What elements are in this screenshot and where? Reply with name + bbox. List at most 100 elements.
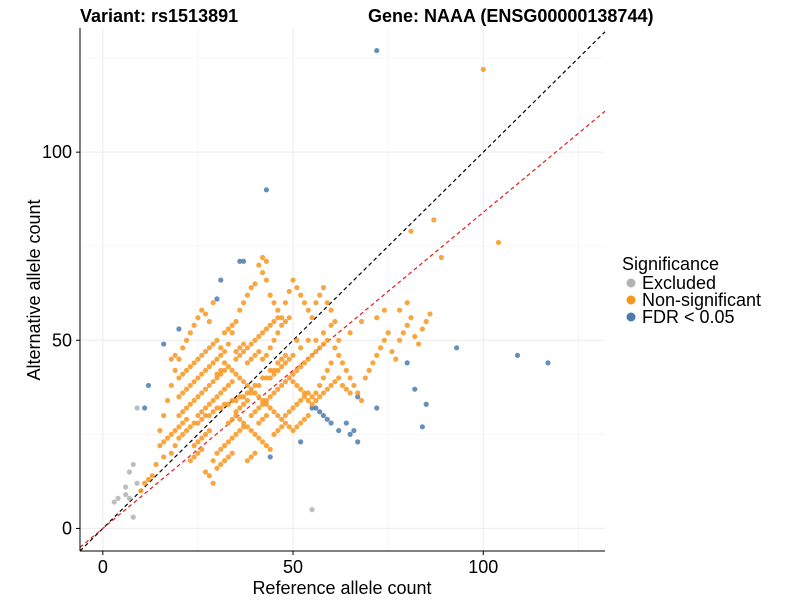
data-point-non-significant bbox=[336, 352, 342, 358]
data-point-non-significant bbox=[438, 254, 445, 261]
data-point-non-significant bbox=[260, 269, 266, 276]
data-point-non-significant bbox=[244, 382, 250, 389]
data-point-non-significant bbox=[206, 412, 212, 419]
data-point-non-significant bbox=[427, 311, 433, 317]
data-point-non-significant bbox=[225, 454, 231, 460]
data-point-excluded bbox=[126, 495, 133, 501]
data-point-non-significant bbox=[412, 333, 418, 340]
data-point-non-significant bbox=[225, 420, 231, 426]
data-point-non-significant bbox=[275, 360, 281, 366]
data-point-non-significant bbox=[381, 307, 387, 313]
data-point-non-significant bbox=[260, 397, 266, 404]
data-point-non-significant bbox=[324, 386, 330, 392]
data-point-excluded bbox=[130, 461, 136, 468]
data-point-non-significant bbox=[252, 352, 258, 358]
data-point-non-significant bbox=[279, 315, 285, 321]
data-point-non-significant bbox=[168, 356, 174, 362]
data-point-non-significant bbox=[374, 315, 380, 321]
data-point-non-significant bbox=[301, 416, 308, 422]
data-point-excluded bbox=[111, 499, 117, 505]
data-point-non-significant bbox=[286, 288, 292, 294]
data-point-non-significant bbox=[313, 397, 319, 404]
data-point-non-significant bbox=[218, 345, 224, 351]
data-point-non-significant bbox=[415, 341, 422, 347]
data-point-non-significant bbox=[210, 397, 216, 404]
data-point-non-significant bbox=[301, 360, 308, 366]
data-point-non-significant bbox=[199, 390, 205, 396]
data-point-non-significant bbox=[332, 318, 338, 325]
data-point-fdr-0-05 bbox=[142, 405, 148, 411]
data-point-non-significant bbox=[347, 330, 353, 336]
data-point-non-significant bbox=[294, 337, 300, 343]
data-point-non-significant bbox=[279, 364, 285, 370]
data-point-non-significant bbox=[240, 341, 247, 347]
data-point-non-significant bbox=[263, 326, 270, 332]
data-point-non-significant bbox=[393, 356, 399, 362]
data-point-non-significant bbox=[256, 348, 262, 355]
data-point-non-significant bbox=[221, 458, 228, 464]
data-point-fdr-0-05 bbox=[454, 345, 460, 351]
data-point-non-significant bbox=[210, 458, 216, 464]
data-point-non-significant bbox=[225, 401, 231, 407]
data-point-non-significant bbox=[210, 409, 216, 415]
data-point-non-significant bbox=[210, 379, 216, 385]
data-point-non-significant bbox=[260, 416, 266, 422]
data-point-non-significant bbox=[328, 382, 334, 389]
legend: Significance ExcludedNon-significantFDR … bbox=[622, 254, 761, 327]
data-point-non-significant bbox=[320, 341, 327, 347]
data-point-fdr-0-05 bbox=[214, 296, 220, 302]
data-point-non-significant bbox=[206, 318, 212, 325]
data-point-non-significant bbox=[347, 390, 353, 396]
data-point-non-significant bbox=[218, 446, 224, 453]
data-point-non-significant bbox=[233, 412, 239, 419]
data-point-non-significant bbox=[187, 364, 193, 370]
data-point-non-significant bbox=[214, 337, 220, 343]
data-point-non-significant bbox=[328, 307, 334, 313]
data-point-non-significant bbox=[279, 424, 285, 430]
legend-key-excluded bbox=[626, 278, 636, 288]
data-point-excluded bbox=[134, 480, 140, 486]
data-point-non-significant bbox=[313, 300, 319, 306]
data-point-non-significant bbox=[263, 258, 270, 264]
data-point-non-significant bbox=[202, 348, 209, 355]
chart-title-variant: Variant: rs1513891 bbox=[80, 6, 238, 26]
data-point-non-significant bbox=[301, 394, 308, 400]
data-point-non-significant bbox=[240, 348, 247, 355]
data-point-non-significant bbox=[328, 322, 334, 328]
data-point-non-significant bbox=[404, 322, 410, 328]
data-point-non-significant bbox=[305, 390, 311, 396]
data-point-non-significant bbox=[301, 390, 308, 396]
data-point-non-significant bbox=[183, 427, 190, 434]
data-point-non-significant bbox=[187, 401, 193, 407]
data-point-non-significant bbox=[294, 285, 300, 291]
legend-label-excluded: Excluded bbox=[642, 273, 716, 293]
data-point-non-significant bbox=[233, 348, 239, 355]
data-point-non-significant bbox=[305, 356, 311, 362]
data-point-non-significant bbox=[332, 379, 338, 385]
data-point-non-significant bbox=[248, 412, 254, 419]
reference-lines bbox=[79, 31, 606, 552]
data-point-non-significant bbox=[237, 394, 243, 400]
data-point-non-significant bbox=[195, 394, 201, 400]
data-point-non-significant bbox=[290, 371, 296, 377]
data-point-non-significant bbox=[240, 300, 247, 306]
data-point-non-significant bbox=[260, 375, 266, 381]
data-point-non-significant bbox=[317, 394, 323, 400]
data-point-non-significant bbox=[172, 352, 178, 358]
data-point-non-significant bbox=[248, 390, 254, 396]
data-point-fdr-0-05 bbox=[145, 382, 152, 389]
data-point-non-significant bbox=[206, 382, 212, 389]
data-point-fdr-0-05 bbox=[161, 341, 167, 347]
data-point-non-significant bbox=[244, 292, 250, 298]
data-point-non-significant bbox=[275, 330, 281, 336]
data-point-non-significant bbox=[176, 375, 182, 381]
data-point-non-significant bbox=[305, 397, 311, 404]
data-point-non-significant bbox=[195, 420, 201, 426]
data-point-non-significant bbox=[290, 277, 296, 283]
data-point-non-significant bbox=[218, 352, 224, 358]
data-point-non-significant bbox=[240, 420, 247, 426]
x-tick-label: 0 bbox=[98, 557, 108, 577]
y-tick-label: 50 bbox=[52, 330, 72, 350]
data-point-non-significant bbox=[180, 431, 186, 437]
data-point-non-significant bbox=[180, 345, 186, 351]
